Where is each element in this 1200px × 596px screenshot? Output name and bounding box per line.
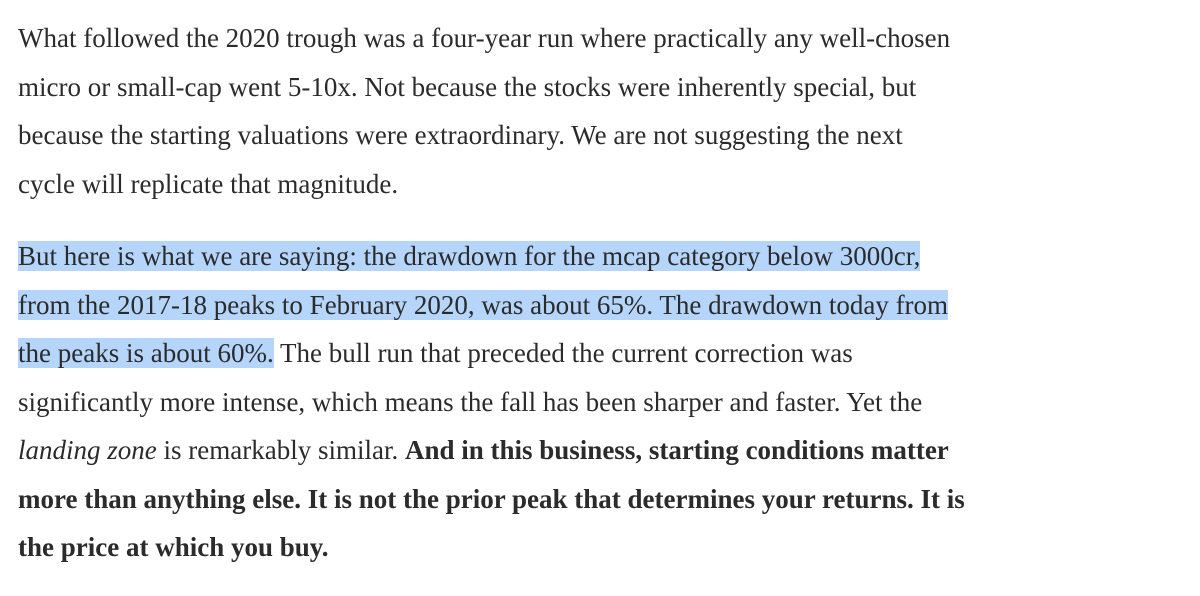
text-line: But here is what we are saying: the draw… — [18, 232, 1188, 281]
text-line: cycle will replicate that magnitude. — [18, 160, 1188, 209]
text-line: the peaks is about 60%. The bull run tha… — [18, 329, 1188, 378]
text: cycle will replicate that magnitude. — [18, 168, 399, 199]
text: is remarkably similar. — [156, 435, 405, 465]
text-line: What followed the 2020 trough was a four… — [18, 14, 1188, 63]
paragraph: But here is what we are saying: the draw… — [18, 232, 1188, 572]
text-line: from the 2017-18 peaks to February 2020,… — [18, 281, 1188, 330]
paragraph: What followed the 2020 trough was a four… — [18, 14, 1188, 208]
text-line: because the starting valuations were ext… — [18, 111, 1188, 160]
bold-text: more than anything else. It is not the p… — [18, 483, 965, 514]
highlight-text: from the 2017-18 peaks to February 2020,… — [18, 289, 949, 320]
text: micro or small-cap went 5-10x. Not becau… — [18, 71, 917, 102]
text-line: more than anything else. It is not the p… — [18, 475, 1188, 524]
bold-text: the price at which you buy. — [18, 532, 329, 562]
italic-text: landing zone — [18, 435, 157, 465]
text: because the starting valuations were ext… — [18, 120, 903, 150]
text-line: micro or small-cap went 5-10x. Not becau… — [18, 63, 1188, 112]
text: significantly more intense, which means … — [18, 386, 923, 417]
text: The bull run that preceded the current c… — [273, 338, 853, 368]
highlight-text: But here is what we are saying: the draw… — [18, 241, 921, 271]
text-line: significantly more intense, which means … — [18, 378, 1188, 427]
page: {"paragraphs": [ {"lines": [ {"segments"… — [18, 23, 965, 562]
text-line: the price at which you buy. — [18, 523, 1188, 572]
text: What followed the 2020 trough was a four… — [18, 23, 951, 53]
highlight-text: the peaks is about 60%. — [18, 338, 274, 368]
text-line: landing zone is remarkably similar. And … — [18, 426, 1188, 475]
article-body: What followed the 2020 trough was a four… — [18, 14, 1188, 596]
bold-text: And in this business, starting condition… — [404, 435, 949, 465]
